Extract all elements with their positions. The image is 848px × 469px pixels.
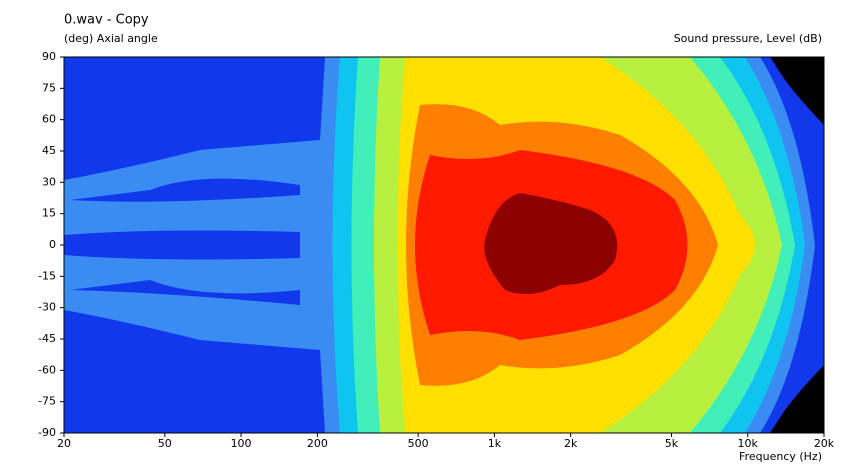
y-tick-label: -90 [38, 426, 56, 439]
y-tick-label: 30 [42, 175, 56, 188]
x-tick-label: 5k [665, 437, 679, 450]
x-tick-label: 50 [158, 437, 172, 450]
level-region [770, 365, 824, 433]
y-tick-label: -30 [38, 301, 56, 314]
y-tick-label: -60 [38, 363, 56, 376]
x-tick-label: 20 [57, 437, 71, 450]
y-tick-label: -15 [38, 269, 56, 282]
y-axis-label: (deg) Axial angle [64, 32, 158, 45]
x-tick-label: 100 [231, 437, 252, 450]
y-tick-label: 90 [42, 50, 56, 63]
level-region [770, 57, 824, 125]
level-label: Sound pressure, Level (dB) [674, 32, 822, 45]
y-tick-label: 75 [42, 81, 56, 94]
x-tick-label: 20k [814, 437, 835, 450]
y-tick-label: -75 [38, 395, 56, 408]
contour-field [64, 57, 824, 433]
x-tick-label: 500 [408, 437, 429, 450]
x-tick-label: 1k [488, 437, 502, 450]
x-tick-label: 200 [307, 437, 328, 450]
y-tick-label: 15 [42, 207, 56, 220]
y-tick-label: 0 [49, 238, 56, 251]
x-tick-label: 10k [738, 437, 759, 450]
y-tick-label: -45 [38, 332, 56, 345]
chart-title: 0.wav - Copy [64, 13, 149, 28]
level-region [484, 193, 618, 294]
x-axis-label: Frequency (Hz) [739, 450, 822, 463]
x-tick-label: 2k [564, 437, 578, 450]
y-tick-label: 60 [42, 113, 56, 126]
level-region [64, 178, 300, 305]
y-tick-label: 45 [42, 144, 56, 157]
